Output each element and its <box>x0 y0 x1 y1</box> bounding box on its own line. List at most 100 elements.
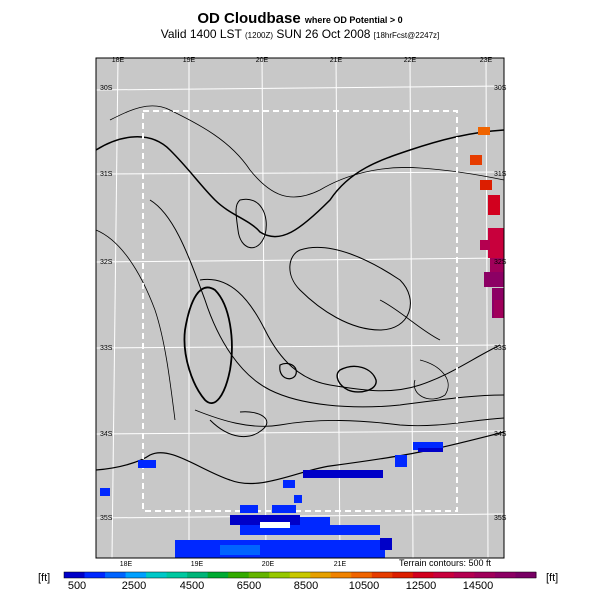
colorbar <box>63 571 537 579</box>
lon-label-bottom: 18E <box>120 561 133 568</box>
parallel-line <box>95 257 505 263</box>
valid-utc: (1200Z) <box>245 31 274 40</box>
terrain-contour <box>95 129 505 238</box>
lon-label-top: 22E <box>404 57 417 64</box>
cloudbase-cell <box>395 455 407 467</box>
colorbar-tick-label: 12500 <box>405 580 437 592</box>
lat-label-left: 35S <box>100 515 113 522</box>
colorbar-swatch <box>412 572 434 578</box>
colorbar-swatch <box>351 572 373 578</box>
valid-prefix: Valid 1400 LST <box>160 27 242 41</box>
terrain-contour <box>194 409 505 427</box>
cloudbase-cell <box>478 127 490 135</box>
cloudbase-cell <box>380 538 392 550</box>
colorbar-swatch <box>371 572 393 578</box>
colorbar-tick-label: 4500 <box>179 580 205 592</box>
lat-label-left: 32S <box>100 259 113 266</box>
lat-label-right: 34S <box>494 431 507 438</box>
terrain-contour <box>336 365 377 393</box>
colorbar-swatch <box>453 572 475 578</box>
colorbar-frame <box>63 571 537 579</box>
lat-label-right: 30S <box>494 85 507 92</box>
colorbar-swatch <box>474 572 496 578</box>
terrain-contour <box>183 286 233 404</box>
lon-label-top: 23E <box>480 57 493 64</box>
title-main: OD Cloudbase <box>197 10 301 27</box>
colorbar-swatch <box>289 572 311 578</box>
terrain-contour <box>209 411 268 438</box>
cloudbase-cell <box>494 300 504 318</box>
lat-label-right: 31S <box>494 171 507 178</box>
lat-label-left: 30S <box>100 85 113 92</box>
terrain-contour <box>289 246 411 331</box>
lat-label-left: 33S <box>100 345 113 352</box>
cloudbase-cell <box>418 448 443 452</box>
cloudbase-cell <box>484 272 504 287</box>
colorbar-tick-label: 10500 <box>348 580 380 592</box>
colorbar-swatch <box>84 572 106 578</box>
cloudbase-cell <box>220 545 260 555</box>
terrain-contour <box>235 198 267 248</box>
cloudbase-cell <box>470 155 482 165</box>
meridian-line <box>485 57 489 559</box>
colorbar-swatch <box>248 572 270 578</box>
title-qualifier: where OD Potential > 0 <box>304 15 403 25</box>
colorbar-swatch <box>125 572 147 578</box>
cloudbase-cell <box>100 488 110 496</box>
terrain-contour <box>413 359 449 400</box>
colorbar-swatch <box>146 572 168 578</box>
cloudbase-cell <box>260 522 290 528</box>
cloudbase-cell <box>283 480 295 488</box>
colorbar-swatch <box>105 572 127 578</box>
colorbar-tick-label: 6500 <box>236 580 262 592</box>
inner-domain-box <box>142 110 458 512</box>
cloudbase-cells <box>100 127 504 558</box>
chart-title: OD Cloudbase where OD Potential > 0 <box>0 10 600 27</box>
terrain-contour-note: Terrain contours: 500 ft <box>399 558 492 568</box>
cloudbase-cell <box>230 515 300 525</box>
lat-label-right: 32S <box>494 259 507 266</box>
parallel-line <box>95 171 505 175</box>
map-background <box>96 58 504 558</box>
colorbar-swatch <box>392 572 414 578</box>
terrain-contour <box>379 299 441 341</box>
terrain-contour <box>95 229 176 421</box>
lon-label-top: 18E <box>112 57 125 64</box>
terrain-contour <box>109 105 505 198</box>
geo-labels: 18E 19E 20E 21E 22E 23E 18E 19E 20E 21E 30S 31S 32S 3… <box>100 57 507 568</box>
parallel-line <box>95 430 505 435</box>
cloudbase-cell <box>490 258 504 273</box>
colorbar-unit-left: [ft] <box>38 572 51 584</box>
cloudbase-cell <box>138 460 156 468</box>
lat-label-left: 34S <box>100 431 113 438</box>
colorbar-swatch <box>269 572 291 578</box>
map-frame <box>95 57 505 559</box>
meridian-line <box>409 57 414 559</box>
cloudbase-cell <box>303 470 383 478</box>
cloudbase-cell <box>300 517 330 525</box>
cloudbase-cell <box>240 525 380 535</box>
colorbar-swatch <box>166 572 188 578</box>
lon-label-bottom: 20E <box>262 561 275 568</box>
colorbar-tick-label: 8500 <box>293 580 319 592</box>
lat-label-right: 35S <box>494 515 507 522</box>
cloudbase-cell <box>488 195 500 215</box>
forecast-info: [18hrFcst@2247z] <box>373 31 440 40</box>
chart-subtitle: Valid 1400 LST (1200Z) SUN 26 Oct 2008 [… <box>0 27 600 41</box>
cloudbase-cell <box>175 540 385 558</box>
cloudbase-cell <box>294 495 302 503</box>
valid-date: SUN 26 Oct 2008 <box>276 27 371 41</box>
cloudbase-cell <box>488 228 504 258</box>
lon-label-top: 20E <box>256 57 269 64</box>
lat-label-right: 33S <box>494 345 507 352</box>
colorbar-swatch <box>228 572 250 578</box>
colorbar-swatch <box>310 572 332 578</box>
cloudbase-cell <box>272 505 282 513</box>
colorbar-swatch <box>187 572 209 578</box>
cloudbase-cell <box>480 180 492 190</box>
lon-label-bottom: 19E <box>191 561 204 568</box>
colorbar-swatch <box>64 572 86 578</box>
terrain-contours <box>95 105 505 485</box>
cloudbase-cell <box>282 505 296 513</box>
